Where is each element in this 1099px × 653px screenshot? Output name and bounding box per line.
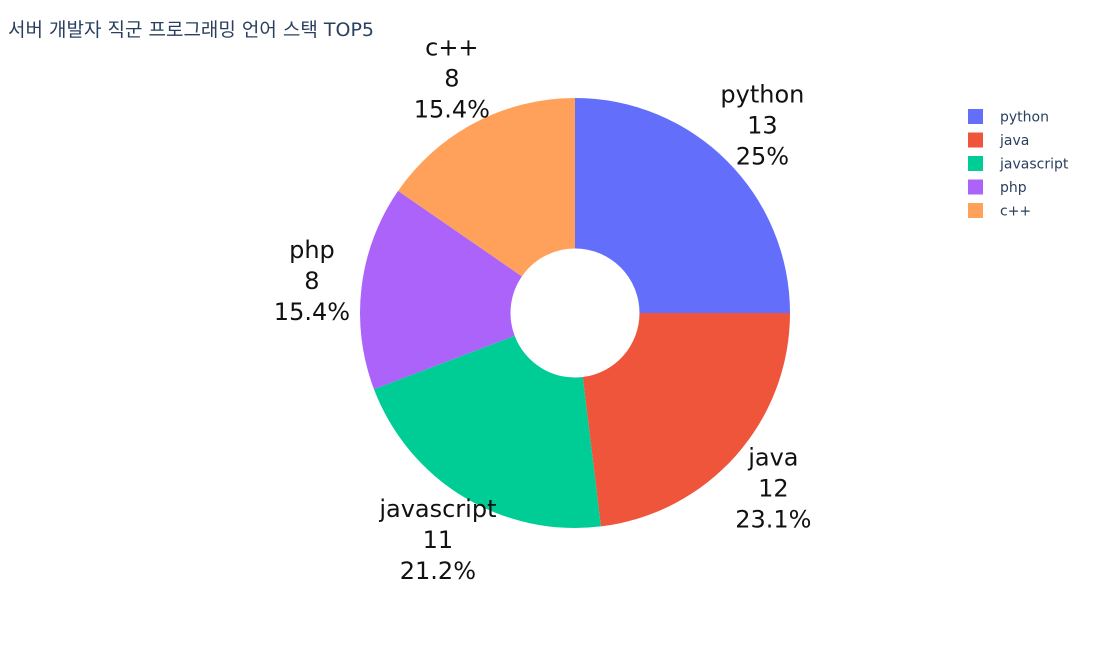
pie-slice-label: javascript 11 21.2% [378, 495, 496, 585]
pie-slices [359, 98, 790, 529]
slice-label-name: java [747, 444, 798, 472]
legend-item-python[interactable]: python [968, 109, 1049, 126]
slice-label-name: c++ [425, 33, 478, 61]
legend-swatch [968, 109, 983, 124]
legend-label: java [999, 133, 1029, 149]
pie-slice-php[interactable] [359, 190, 522, 390]
slice-label-percent: 15.4% [414, 95, 490, 123]
pie-slice-label: python 13 25% [720, 81, 804, 171]
legend-label: python [1000, 110, 1049, 126]
legend-label: javascript [999, 157, 1069, 173]
legend-item-java[interactable]: java [968, 132, 1029, 150]
legend-item-cplusplus[interactable]: c++ [968, 203, 1031, 220]
legend-swatch [968, 179, 983, 195]
slice-label-name: python [720, 81, 804, 109]
slice-label-value: 8 [444, 64, 459, 92]
legend-label: c++ [1000, 204, 1031, 220]
pie-slice-javascript[interactable] [373, 335, 601, 529]
legend-swatch [968, 156, 983, 171]
legend-item-javascript[interactable]: javascript [968, 156, 1069, 173]
slice-label-value: 12 [758, 475, 789, 503]
pie-slice-label: php 8 15.4% [274, 236, 350, 326]
legend: python java javascript php c++ [968, 109, 1069, 220]
slice-label-percent: 15.4% [274, 298, 350, 326]
legend-label: php [1000, 180, 1027, 196]
pie-slice-label: c++ 8 15.4% [414, 33, 490, 123]
chart-title: 서버 개발자 직군 프로그래밍 언어 스택 TOP5 [8, 19, 374, 41]
pie-slice-labels: python 13 25% java 12 23.1% javascript 11 21.2% p… [274, 33, 812, 584]
pie-slice-cplusplus[interactable] [398, 98, 575, 277]
pie-slice-java[interactable] [582, 313, 790, 527]
legend-item-php[interactable]: php [968, 179, 1027, 197]
slice-label-value: 8 [304, 267, 319, 295]
slice-label-percent: 23.1% [735, 506, 811, 534]
legend-swatch [968, 203, 983, 218]
legend-swatch [968, 132, 983, 148]
slice-label-percent: 25% [736, 143, 789, 171]
pie-slice-python[interactable] [575, 98, 790, 313]
pie-slice-label: java 12 23.1% [735, 444, 811, 534]
slice-label-value: 13 [747, 112, 778, 140]
slice-label-value: 11 [423, 526, 454, 554]
slice-label-name: php [289, 236, 335, 264]
slice-label-name: javascript [378, 495, 496, 523]
slice-label-percent: 21.2% [400, 557, 476, 585]
